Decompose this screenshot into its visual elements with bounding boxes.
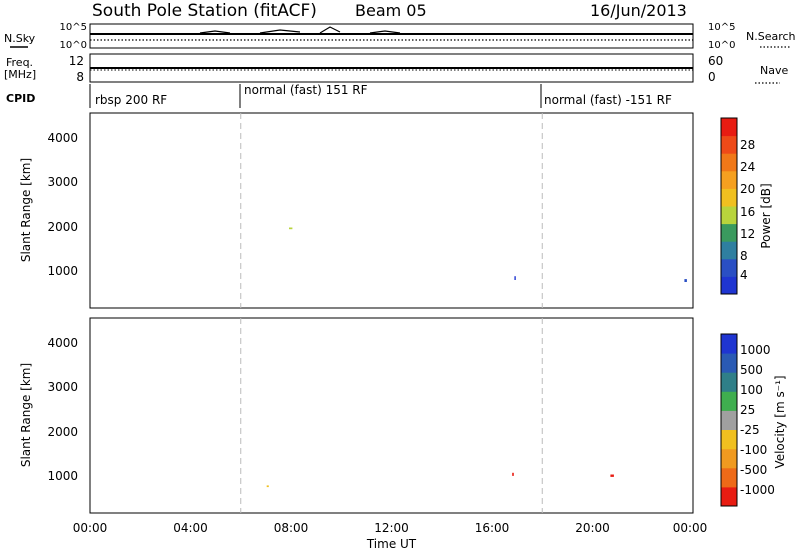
- noise-strip-frame: [89, 23, 694, 49]
- colorbar-segment: [721, 448, 737, 469]
- xtick-0400: 04:00: [173, 521, 208, 535]
- colorbar-segment: [721, 153, 737, 172]
- velocity-ytick-3000: 3000: [47, 380, 78, 394]
- nave-label: Nave: [760, 64, 788, 77]
- colorbar-segment: [721, 391, 737, 411]
- xtick-0000: 00:00: [73, 521, 108, 535]
- power-ytick-2000: 2000: [47, 220, 78, 234]
- colorbar-segment: [721, 486, 737, 507]
- freq-label-line1: Freq.: [6, 56, 33, 69]
- colorbar-segment: [721, 467, 737, 488]
- velocity-colorbar: [720, 333, 738, 507]
- cpid-segment-2: normal (fast) 151 RF: [244, 83, 368, 97]
- power-colorbar: [720, 117, 738, 295]
- velocity-ytick-1000: 1000: [47, 469, 78, 483]
- velocity-colorbar-tick-m500: -500: [740, 463, 767, 477]
- velocity-panel: Slant Range [km] 1000 2000 3000 4000: [19, 317, 694, 514]
- colorbar-segment: [721, 223, 737, 242]
- power-ylabel: Slant Range [km]: [19, 158, 33, 262]
- colorbar-segment: [721, 372, 737, 392]
- cpid-segment-3: normal (fast) -151 RF: [544, 93, 672, 107]
- velocity-ytick-2000: 2000: [47, 425, 78, 439]
- power-ytick-3000: 3000: [47, 175, 78, 189]
- velocity-colorbar-tick-m25: -25: [740, 423, 760, 437]
- power-colorbar-tick-8: 8: [740, 249, 748, 263]
- velocity-scatter: [266, 472, 614, 488]
- xtick-1600: 16:00: [475, 521, 510, 535]
- power-colorbar-tick-12: 12: [740, 227, 755, 241]
- colorbar-segment: [721, 118, 737, 137]
- xtick-1200: 12:00: [374, 521, 409, 535]
- velocity-panel-frame: [89, 317, 694, 514]
- noise-strip: N.Sky 10^5 10^0 10^5 10^0 N.Search: [4, 22, 796, 51]
- nsky-label: N.Sky: [4, 32, 36, 45]
- freq-tick-top: 12: [69, 54, 84, 68]
- power-colorbar-tick-24: 24: [740, 160, 755, 174]
- power-colorbar-tick-16: 16: [740, 205, 755, 219]
- velocity-colorbar-tick-m1000: -1000: [740, 483, 775, 497]
- power-colorbar-tick-28: 28: [740, 138, 755, 152]
- freq-strip: Freq. [MHz] 12 8 60 0 Nave: [4, 53, 788, 84]
- power-scatter: [289, 227, 687, 282]
- velocity-ytick-4000: 4000: [47, 336, 78, 350]
- nsearch-tick-bottom: 10^0: [708, 40, 735, 51]
- colorbar-segment: [721, 429, 737, 450]
- velocity-colorbar-tick-25: 25: [740, 403, 755, 417]
- colorbar-segment: [721, 206, 737, 225]
- nsearch-tick-top: 10^5: [708, 22, 735, 33]
- velocity-ylabel: Slant Range [km]: [19, 363, 33, 467]
- velocity-colorbar-tick-500: 500: [740, 363, 763, 377]
- colorbar-segment: [721, 353, 737, 373]
- colorbar-segment: [721, 170, 737, 189]
- colorbar-segment: [721, 258, 737, 277]
- beam-title: Beam 05: [355, 1, 427, 20]
- colorbar-frame: [720, 333, 738, 507]
- echo-cell: [512, 472, 514, 476]
- colorbar-frame: [720, 117, 738, 295]
- cpid-label: CPID: [6, 92, 35, 105]
- power-ytick-1000: 1000: [47, 264, 78, 278]
- echo-cell: [514, 276, 516, 280]
- cpid-segment-1: rbsp 200 RF: [95, 93, 167, 107]
- velocity-colorbar-tick-100: 100: [740, 383, 763, 397]
- echo-cell: [610, 474, 614, 477]
- xtick-0800: 08:00: [274, 521, 309, 535]
- echo-cell: [266, 485, 269, 488]
- xtick-2000: 20:00: [575, 521, 610, 535]
- colorbar-segment: [721, 410, 737, 430]
- power-colorbar-tick-20: 20: [740, 182, 755, 196]
- colorbar-segment: [721, 135, 737, 154]
- x-axis: 00:00 04:00 08:00 12:00 16:00 20:00 00:0…: [73, 521, 708, 551]
- nsearch-label: N.Search: [746, 30, 796, 43]
- power-colorbar-title: Power [dB]: [759, 183, 773, 248]
- freq-label-line2: [MHz]: [4, 68, 36, 81]
- x-axis-label: Time UT: [366, 537, 417, 551]
- colorbar-segment: [721, 241, 737, 260]
- colorbar-segment: [721, 188, 737, 207]
- cpid-strip: CPID rbsp 200 RF normal (fast) 151 RF no…: [6, 83, 672, 108]
- freq-tick-bottom: 8: [76, 70, 84, 84]
- station-title: South Pole Station (fitACF): [92, 1, 317, 21]
- nsky-tick-top: 10^5: [60, 22, 87, 33]
- nave-tick-top: 60: [708, 54, 723, 68]
- nsky-noise-bumps: [199, 26, 401, 34]
- colorbar-segment: [721, 334, 737, 354]
- power-ytick-4000: 4000: [47, 131, 78, 145]
- velocity-colorbar-tick-m100: -100: [740, 443, 767, 457]
- power-panel-frame: [89, 112, 694, 309]
- nave-tick-bottom: 0: [708, 70, 716, 84]
- colorbar-segment: [721, 276, 737, 295]
- power-panel: Slant Range [km] 1000 2000 3000 4000: [19, 112, 694, 309]
- echo-cell: [684, 279, 687, 282]
- echo-cell: [289, 227, 293, 230]
- xtick-2400: 00:00: [673, 521, 708, 535]
- date-title: 16/Jun/2013: [590, 1, 687, 20]
- velocity-colorbar-title: Velocity [m s⁻¹]: [773, 375, 787, 468]
- velocity-colorbar-tick-1000: 1000: [740, 343, 771, 357]
- power-colorbar-tick-4: 4: [740, 268, 748, 282]
- nsky-tick-bottom: 10^0: [60, 40, 87, 51]
